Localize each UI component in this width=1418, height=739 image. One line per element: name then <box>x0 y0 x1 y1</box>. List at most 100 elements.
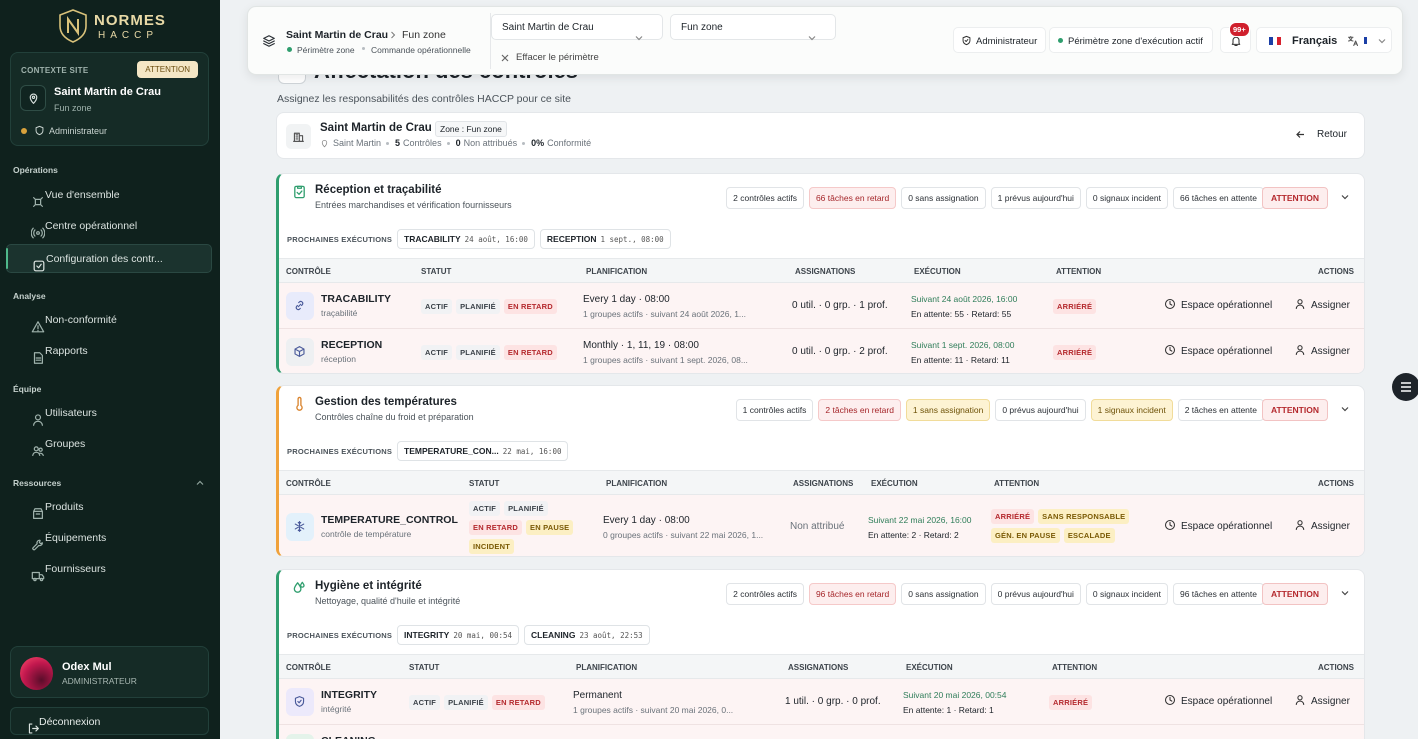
column-header: ACTIONS <box>1318 267 1354 276</box>
scope-select[interactable]: Fun zone <box>670 14 836 41</box>
flag-mini <box>1364 37 1367 44</box>
attention-tag: ESCALADE <box>1063 528 1115 543</box>
summary-chip: 0 signaux incident <box>1085 583 1168 605</box>
nav-item[interactable]: Centre opérationnel <box>6 212 212 241</box>
column-header: ATTENTION <box>1052 663 1098 672</box>
next-executions: TRACABILITY 24 août, 16:00 RECEPTION 1 sept… <box>397 229 671 249</box>
plan: Permanent <box>573 690 622 701</box>
table-header: CONTRÔLE STATUT PLANIFICATION ASSIGNATIONS E… <box>279 258 1364 283</box>
summary-chip: 66 tâches en attente <box>1172 187 1264 209</box>
assign-button[interactable]: Assigner <box>1294 299 1350 311</box>
nav-item[interactable]: Groupes <box>6 430 212 459</box>
context-card: CONTEXTE SITE ATTENTION Saint Martin de Cr… <box>10 52 209 146</box>
breadcrumb-sub: Commande opérationnelle <box>371 45 471 55</box>
column-header: PLANIFICATION <box>586 267 648 276</box>
control-key: contrôle de température <box>321 528 412 539</box>
nav-item[interactable]: Utilisateurs <box>6 399 212 428</box>
site-location: Saint Martin <box>333 138 382 148</box>
sidebar: NORMES HACCP CONTEXTE SITE ATTENTION Saint M… <box>0 0 220 739</box>
status-tag: PLANIFIÉ <box>504 501 548 516</box>
nav-item[interactable]: Non-conformité <box>6 306 212 335</box>
workspace-button[interactable]: Espace opérationnel <box>1164 344 1272 357</box>
next-label: PROCHAINES EXÉCUTIONS <box>287 631 393 640</box>
control-key: traçabilité <box>321 308 358 318</box>
attention-tag: ARRIÉRÉ <box>1049 695 1093 710</box>
summary-chip: 1 signaux incident <box>1090 399 1173 421</box>
section-card: Réception et traçabilité Entrées marchand… <box>276 173 1365 374</box>
brand: NORMES HACCP <box>58 9 168 43</box>
section-chips: 1 contrôles actifs 2 tâches en retard 1 sa… <box>731 399 1264 421</box>
nav-item[interactable]: Vue d'ensemble <box>6 181 212 210</box>
column-header: CONTRÔLE <box>286 479 331 488</box>
section-title: Hygiène et intégrité <box>315 580 422 592</box>
status-tag: EN RETARD <box>491 695 545 710</box>
table-row: TEMPERATURE_CONTROL contrôle de températu… <box>279 495 1364 556</box>
control-key: réception <box>321 354 356 364</box>
back-button[interactable]: Retour <box>1296 129 1347 140</box>
glyph <box>293 299 306 312</box>
brand-sub: HACCP <box>98 30 159 41</box>
breadcrumb-site: Saint Martin de Crau <box>286 29 389 41</box>
section-status: ATTENTION <box>1261 399 1328 421</box>
user-name: Odex Mul <box>62 661 112 673</box>
floating-menu[interactable] <box>1392 373 1418 401</box>
assign-button[interactable]: Assigner <box>1294 695 1350 707</box>
assign-button[interactable]: Assigner <box>1294 345 1350 357</box>
select-value: Fun zone <box>681 22 723 33</box>
shield <box>34 125 45 136</box>
control-name: CLEANING <box>321 735 376 739</box>
glyph <box>293 520 306 533</box>
section-icon <box>292 184 307 199</box>
section-subtitle: Entrées marchandises et vérification fou… <box>315 200 512 210</box>
logout-button[interactable]: Déconnexion <box>10 707 209 735</box>
nav-label: Utilisateurs <box>45 407 97 419</box>
chevron <box>1377 36 1387 46</box>
column-header: EXÉCUTION <box>906 663 953 672</box>
section-status: ATTENTION <box>1261 583 1328 605</box>
section-card: Gestion des températures Contrôles chaîne… <box>276 385 1365 557</box>
section-title: Gestion des températures <box>315 396 457 408</box>
nav-label: Rapports <box>45 345 88 357</box>
summary-chip: 0 signaux incident <box>1085 187 1168 209</box>
next-date: 23 août, 22:53 <box>579 631 643 640</box>
stat-label: Conformité <box>547 138 592 148</box>
stat-value: 0 <box>455 138 461 148</box>
attention-tags: ARRIÉRÉ <box>1053 345 1198 364</box>
summary-chip: 0 sans assignation <box>901 187 986 209</box>
select-value: Saint Martin de Crau <box>502 22 594 33</box>
summary-chip: 96 tâches en retard <box>808 583 897 605</box>
workspace-button[interactable]: Espace opérationnel <box>1164 519 1272 532</box>
avatar <box>20 657 53 690</box>
assign-button[interactable]: Assigner <box>1294 519 1350 532</box>
workspace-button[interactable]: Espace opérationnel <box>1164 694 1272 707</box>
summary-chip: 2 tâches en retard <box>818 399 901 421</box>
building <box>292 130 305 143</box>
notifications[interactable]: 99+ <box>1220 22 1251 53</box>
context-role: Administrateur <box>49 126 108 136</box>
table-row: CLEANING <box>279 725 1364 739</box>
nav-item[interactable]: Rapports <box>6 337 212 366</box>
control-name: RECEPTION <box>321 339 383 351</box>
nav-item[interactable]: Fournisseurs <box>6 555 212 584</box>
nav-item[interactable]: Équipements <box>6 524 212 553</box>
attention-tag: ARRIÉRÉ <box>991 509 1035 524</box>
site-card: Saint Martin de Crau Zone : Fun zone Saint… <box>276 112 1365 159</box>
column-header: ATTENTION <box>994 479 1040 488</box>
next-chip: RECEPTION 1 sept., 08:00 <box>539 229 671 249</box>
control-key: intégrité <box>321 704 352 714</box>
topbar: Saint Martin de Crau Fun zone Périmètre zo… <box>247 6 1403 75</box>
nav-item[interactable]: Produits <box>6 493 212 522</box>
workspace-button[interactable]: Espace opérationnel <box>1164 298 1272 311</box>
assignments: 0 util. · 0 grp. · 2 prof. <box>792 346 888 357</box>
language-select[interactable]: Français <box>1256 27 1392 53</box>
expand-chevron <box>1340 588 1350 598</box>
execution-detail: En attente: 1 · Retard: 1 <box>903 705 994 715</box>
page-subtitle: Assignez les responsabilités des contrôl… <box>277 93 571 105</box>
breadcrumb-sub: Périmètre zone <box>297 45 355 55</box>
nav-item[interactable]: Configuration des contr... <box>6 244 212 273</box>
clear-scope[interactable]: Effacer le périmètre <box>516 52 599 63</box>
status-tag: ACTIF <box>469 501 501 516</box>
column-header: EXÉCUTION <box>871 479 918 488</box>
column-header: ATTENTION <box>1056 267 1102 276</box>
scope-select[interactable]: Saint Martin de Crau <box>491 14 663 41</box>
